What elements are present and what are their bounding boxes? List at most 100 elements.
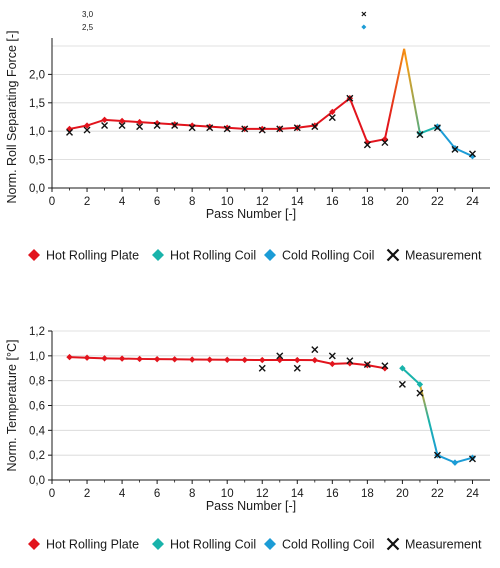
hot-rolling-plate-point	[276, 356, 283, 364]
hot-rolling-coil-point	[399, 365, 406, 372]
offscale-label: 3,0	[82, 10, 94, 19]
hot-rolling-plate-point	[241, 356, 248, 364]
x-tick-label: 10	[221, 488, 234, 500]
measurement-point	[346, 94, 354, 102]
measurement-point	[468, 455, 476, 463]
hot-rolling-plate-point	[118, 355, 126, 362]
measurement-point	[293, 124, 301, 132]
offscale-label: 2,5	[82, 23, 94, 32]
cold-rolling-coil-point	[451, 459, 459, 466]
measurement-point	[136, 123, 144, 131]
hot-rolling-plate-point	[294, 356, 301, 364]
measurement-point	[206, 124, 214, 132]
legend-label-hot-rolling-plate: Hot Rolling Plate	[46, 538, 139, 552]
legend-label-hot-rolling-plate: Hot Rolling Plate	[46, 249, 139, 263]
legend-marker-measurement	[386, 537, 400, 551]
x-tick-label: 6	[154, 488, 160, 500]
measurement-point	[293, 364, 301, 372]
legend: Hot Rolling Plate Hot Rolling Coil Cold Ro…	[28, 538, 482, 552]
hot-rolling-plate-point	[311, 122, 318, 129]
x-tick-label: 10	[221, 196, 234, 208]
transition-line	[383, 48, 421, 140]
measurement-point	[83, 126, 91, 134]
hot-rolling-plate-point	[66, 353, 73, 361]
hot-rolling-plate-point	[171, 356, 178, 363]
y-tick-label: 0,6	[29, 401, 45, 413]
measurement-point	[276, 125, 284, 133]
measurement-point	[328, 114, 336, 122]
measurement-point	[433, 451, 441, 459]
x-tick-label: 20	[396, 196, 409, 208]
hot-rolling-plate-point	[136, 118, 143, 126]
y-tick-label: 1,2	[29, 326, 45, 338]
measurement-point	[311, 346, 319, 354]
y-tick-label: 1,5	[29, 98, 45, 110]
hot-rolling-plate-point	[206, 356, 213, 363]
hot-rolling-plate-point	[206, 123, 213, 130]
hot-rolling-plate-point	[259, 356, 266, 364]
hot-rolling-plate-point	[224, 124, 231, 131]
legend-marker-hot-rolling-plate	[28, 249, 40, 261]
x-tick-label: 0	[49, 196, 55, 208]
x-tick-label: 14	[291, 196, 304, 208]
cold-rolling-coil-point	[434, 123, 441, 130]
x-tick-label: 12	[256, 196, 269, 208]
measurement-point	[101, 122, 109, 130]
legend-label-measurement: Measurement	[405, 538, 482, 552]
x-tick-label: 12	[256, 488, 269, 500]
hot-rolling-coil-point	[416, 381, 424, 388]
x-tick-label: 24	[466, 488, 479, 500]
measurement-point	[398, 380, 406, 388]
cold-rolling-coil-point	[469, 454, 476, 461]
x-tick-label: 22	[431, 196, 444, 208]
x-tick-label: 18	[361, 196, 374, 208]
legend-marker-measurement	[386, 248, 400, 262]
legend-label-measurement: Measurement	[405, 249, 482, 263]
offscale-cold-coil-marker	[361, 24, 367, 30]
hot-rolling-plate-point	[171, 121, 178, 128]
legend-marker-hot-rolling-coil	[152, 538, 164, 550]
measurement-point	[241, 125, 249, 133]
y-tick-label: 0,0	[29, 183, 45, 195]
x-tick-label: 4	[119, 196, 126, 208]
measurement-point	[153, 122, 161, 130]
legend-label-cold-rolling-coil: Cold Rolling Coil	[282, 249, 374, 263]
hot-rolling-plate-point	[83, 354, 91, 361]
measurement-point	[363, 361, 371, 369]
measurement-point	[188, 124, 196, 132]
force-chart: 0,00,51,01,52,00 2 4 6 8 10 12 14 16 18 20 22 24Pass…	[5, 10, 490, 263]
x-tick-label: 24	[466, 196, 479, 208]
measurement-point	[328, 352, 336, 360]
offscale-measurement-marker	[361, 11, 367, 17]
temperature-chart: 0,00,20,40,60,81,01,20 2 4 6 8 10 12 14 16 18 20 22…	[5, 326, 490, 552]
measurement-point	[381, 362, 389, 370]
measurement-point	[223, 125, 231, 133]
x-tick-label: 18	[361, 488, 374, 500]
legend-marker-hot-rolling-plate	[28, 538, 40, 550]
measurement-point	[171, 122, 179, 130]
hot-rolling-plate-point	[153, 355, 161, 363]
measurement-point	[451, 145, 459, 153]
x-tick-label: 0	[49, 488, 55, 500]
hot-rolling-plate-point	[188, 122, 196, 129]
x-tick-label: 4	[119, 488, 126, 500]
legend-marker-cold-rolling-coil	[264, 249, 276, 261]
measurement-point	[66, 128, 74, 136]
measurement-point	[416, 131, 424, 139]
y-axis-label: Norm. Roll Separating Force [-]	[5, 31, 19, 204]
hot-rolling-plate-point	[311, 356, 318, 364]
x-tick-label: 8	[189, 488, 195, 500]
cold-rolling-coil-point	[451, 145, 459, 152]
y-axis-label: Norm. Temperature [°C]	[5, 340, 19, 472]
x-tick-label: 16	[326, 488, 339, 500]
hot-rolling-plate-point	[188, 356, 196, 363]
measurement-point	[311, 123, 319, 131]
hot-rolling-plate-point	[83, 122, 91, 129]
hot-rolling-plate-point	[101, 116, 108, 124]
hot-rolling-plate-point	[329, 108, 336, 116]
measurement-point	[258, 126, 266, 134]
x-tick-label: 8	[189, 196, 195, 208]
y-tick-label: 0,5	[29, 155, 45, 167]
x-tick-label: 22	[431, 488, 444, 500]
